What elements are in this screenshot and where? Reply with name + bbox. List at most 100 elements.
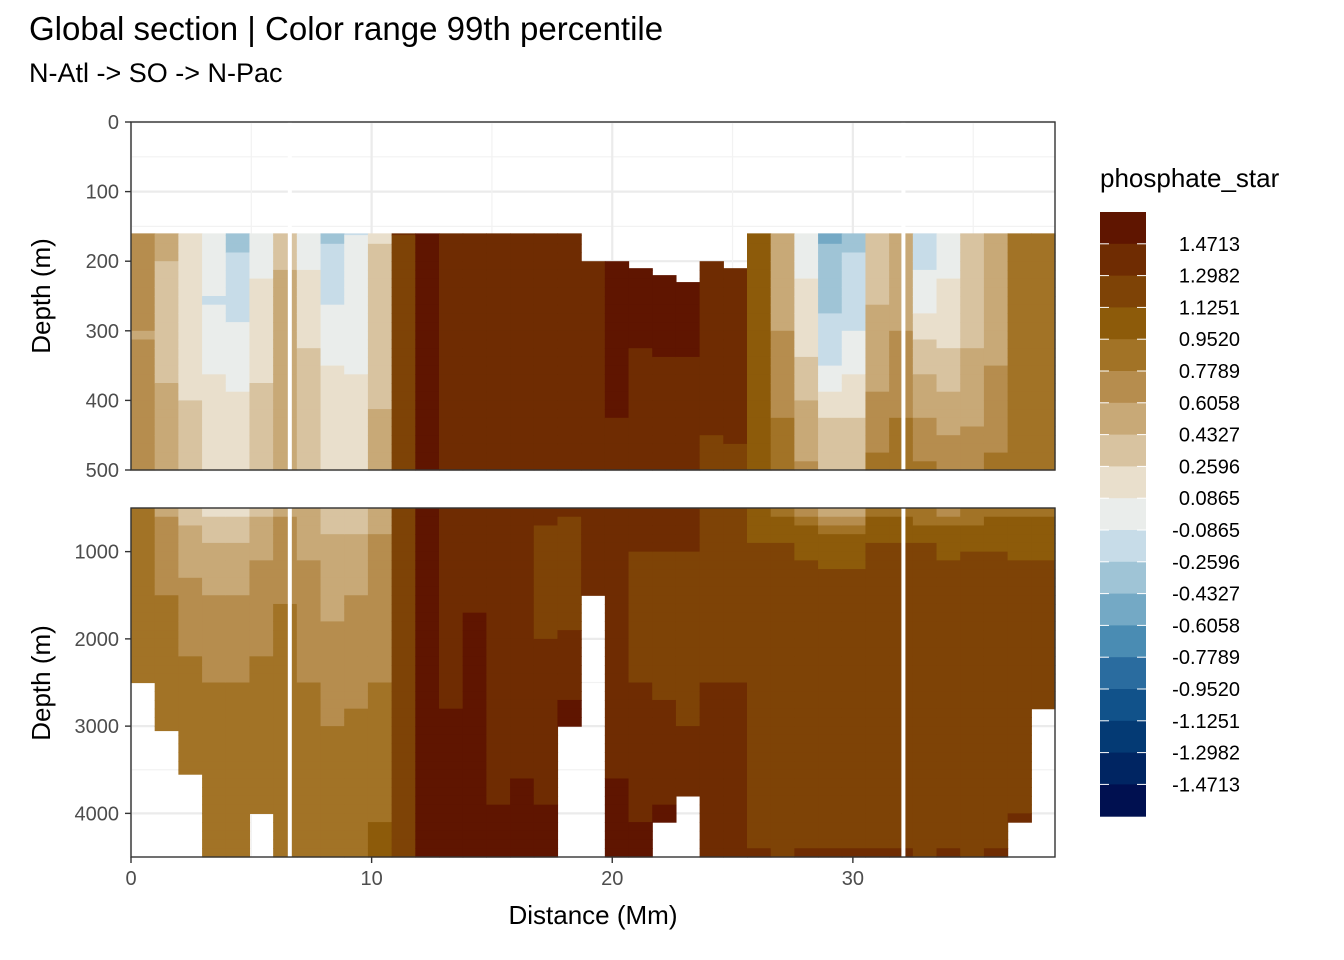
heatmap-cell: [533, 287, 559, 297]
heatmap-cell: [462, 586, 487, 596]
heatmap-cell: [344, 769, 369, 780]
heatmap-cell: [1007, 717, 1032, 727]
heatmap-cell: [747, 365, 772, 375]
heatmap-cell: [770, 313, 795, 323]
heatmap-cell: [533, 673, 559, 684]
heatmap-cell: [320, 443, 345, 454]
heatmap-cell: [154, 235, 179, 245]
heatmap-cell: [320, 682, 345, 692]
heatmap-cell: [131, 656, 156, 666]
heatmap-cell: [841, 804, 867, 814]
heatmap-cell: [273, 322, 298, 332]
heatmap-cell: [699, 435, 724, 445]
heatmap-cell: [178, 269, 203, 280]
heatmap-cell: [936, 621, 961, 631]
heatmap-cell: [533, 409, 559, 419]
heatmap-cell: [865, 278, 890, 288]
heatmap-cell: [391, 235, 416, 245]
heatmap-cell: [1031, 313, 1056, 323]
heatmap-cell: [510, 261, 535, 271]
heatmap-cell: [533, 612, 559, 623]
heatmap-cell: [415, 569, 440, 579]
heatmap-cell: [510, 612, 535, 623]
heatmap-cell: [581, 287, 606, 297]
heatmap-cell: [439, 391, 464, 401]
heatmap-cell: [202, 673, 227, 684]
heatmap-cell: [249, 804, 274, 814]
heatmap-cell: [344, 534, 369, 544]
heatmap-cell: [249, 717, 274, 727]
heatmap-cell: [652, 603, 677, 614]
heatmap-cell: [912, 278, 938, 288]
heatmap-cell: [581, 508, 606, 518]
heatmap-cell: [249, 577, 274, 588]
heatmap-cell: [652, 673, 677, 684]
heatmap-cell: [391, 752, 416, 762]
heatmap-cell: [604, 761, 630, 771]
heatmap-cell: [936, 560, 961, 570]
heatmap-cell: [391, 304, 416, 314]
heatmap-cell: [225, 761, 251, 771]
heatmap-cell: [154, 699, 179, 710]
heatmap-cell: [723, 296, 748, 306]
heatmap-cell: [178, 516, 203, 527]
heatmap-cell: [723, 426, 748, 436]
heatmap-cell: [296, 778, 322, 788]
heatmap-cell: [486, 304, 511, 314]
heatmap-cell: [960, 839, 985, 849]
heatmap-cell: [178, 443, 203, 454]
heatmap-cell: [462, 612, 487, 623]
heatmap-cell: [154, 269, 179, 280]
heatmap-cell: [439, 461, 464, 471]
heatmap-cell: [439, 569, 464, 579]
heatmap-cell: [794, 734, 819, 745]
heatmap-cell: [131, 461, 156, 471]
heatmap-cell: [912, 261, 938, 271]
heatmap-cell: [533, 699, 559, 710]
heatmap-cell: [983, 461, 1009, 471]
heatmap-cell: [391, 612, 416, 623]
heatmap-cell: [320, 612, 345, 623]
heatmap-cell: [699, 761, 724, 771]
heatmap-cell: [415, 848, 440, 858]
heatmap-cell: [486, 235, 511, 245]
heatmap-cell: [439, 235, 464, 245]
legend-swatch: [1100, 720, 1146, 754]
heatmap-cell: [344, 313, 369, 323]
heatmap-cell: [841, 560, 867, 570]
heatmap-cell: [747, 278, 772, 288]
heatmap-cell: [344, 673, 369, 684]
heatmap-cell: [841, 586, 867, 596]
heatmap-cell: [889, 638, 914, 649]
heatmap-cell: [747, 356, 772, 367]
heatmap-cell: [273, 691, 298, 701]
heatmap-cell: [604, 630, 630, 640]
heatmap-cell: [628, 560, 653, 570]
heatmap-cell: [486, 656, 511, 666]
heatmap-cell: [510, 252, 535, 262]
heatmap-cell: [557, 391, 582, 401]
heatmap-cell: [652, 348, 677, 358]
heatmap-cell: [202, 699, 227, 710]
heatmap-cell: [225, 743, 251, 753]
heatmap-cell: [439, 542, 464, 553]
heatmap-cell: [533, 235, 559, 245]
heatmap-cell: [936, 647, 961, 657]
heatmap-cell: [723, 647, 748, 657]
heatmap-cell: [628, 743, 653, 753]
heatmap-cell: [604, 691, 630, 701]
heatmap-cell: [131, 322, 156, 332]
heatmap-cell: [154, 673, 179, 684]
heatmap-cell: [486, 452, 511, 462]
heatmap-cell: [960, 699, 985, 710]
heatmap-cell: [794, 461, 819, 471]
heatmap-cell: [225, 261, 251, 271]
heatmap-cell: [889, 296, 914, 306]
heatmap-cell: [462, 304, 487, 314]
heatmap-cell: [889, 516, 914, 527]
heatmap-cell: [533, 586, 559, 596]
heatmap-cell: [960, 330, 985, 341]
heatmap-cell: [960, 322, 985, 332]
heatmap-cell: [320, 348, 345, 358]
heatmap-cell: [604, 391, 630, 401]
